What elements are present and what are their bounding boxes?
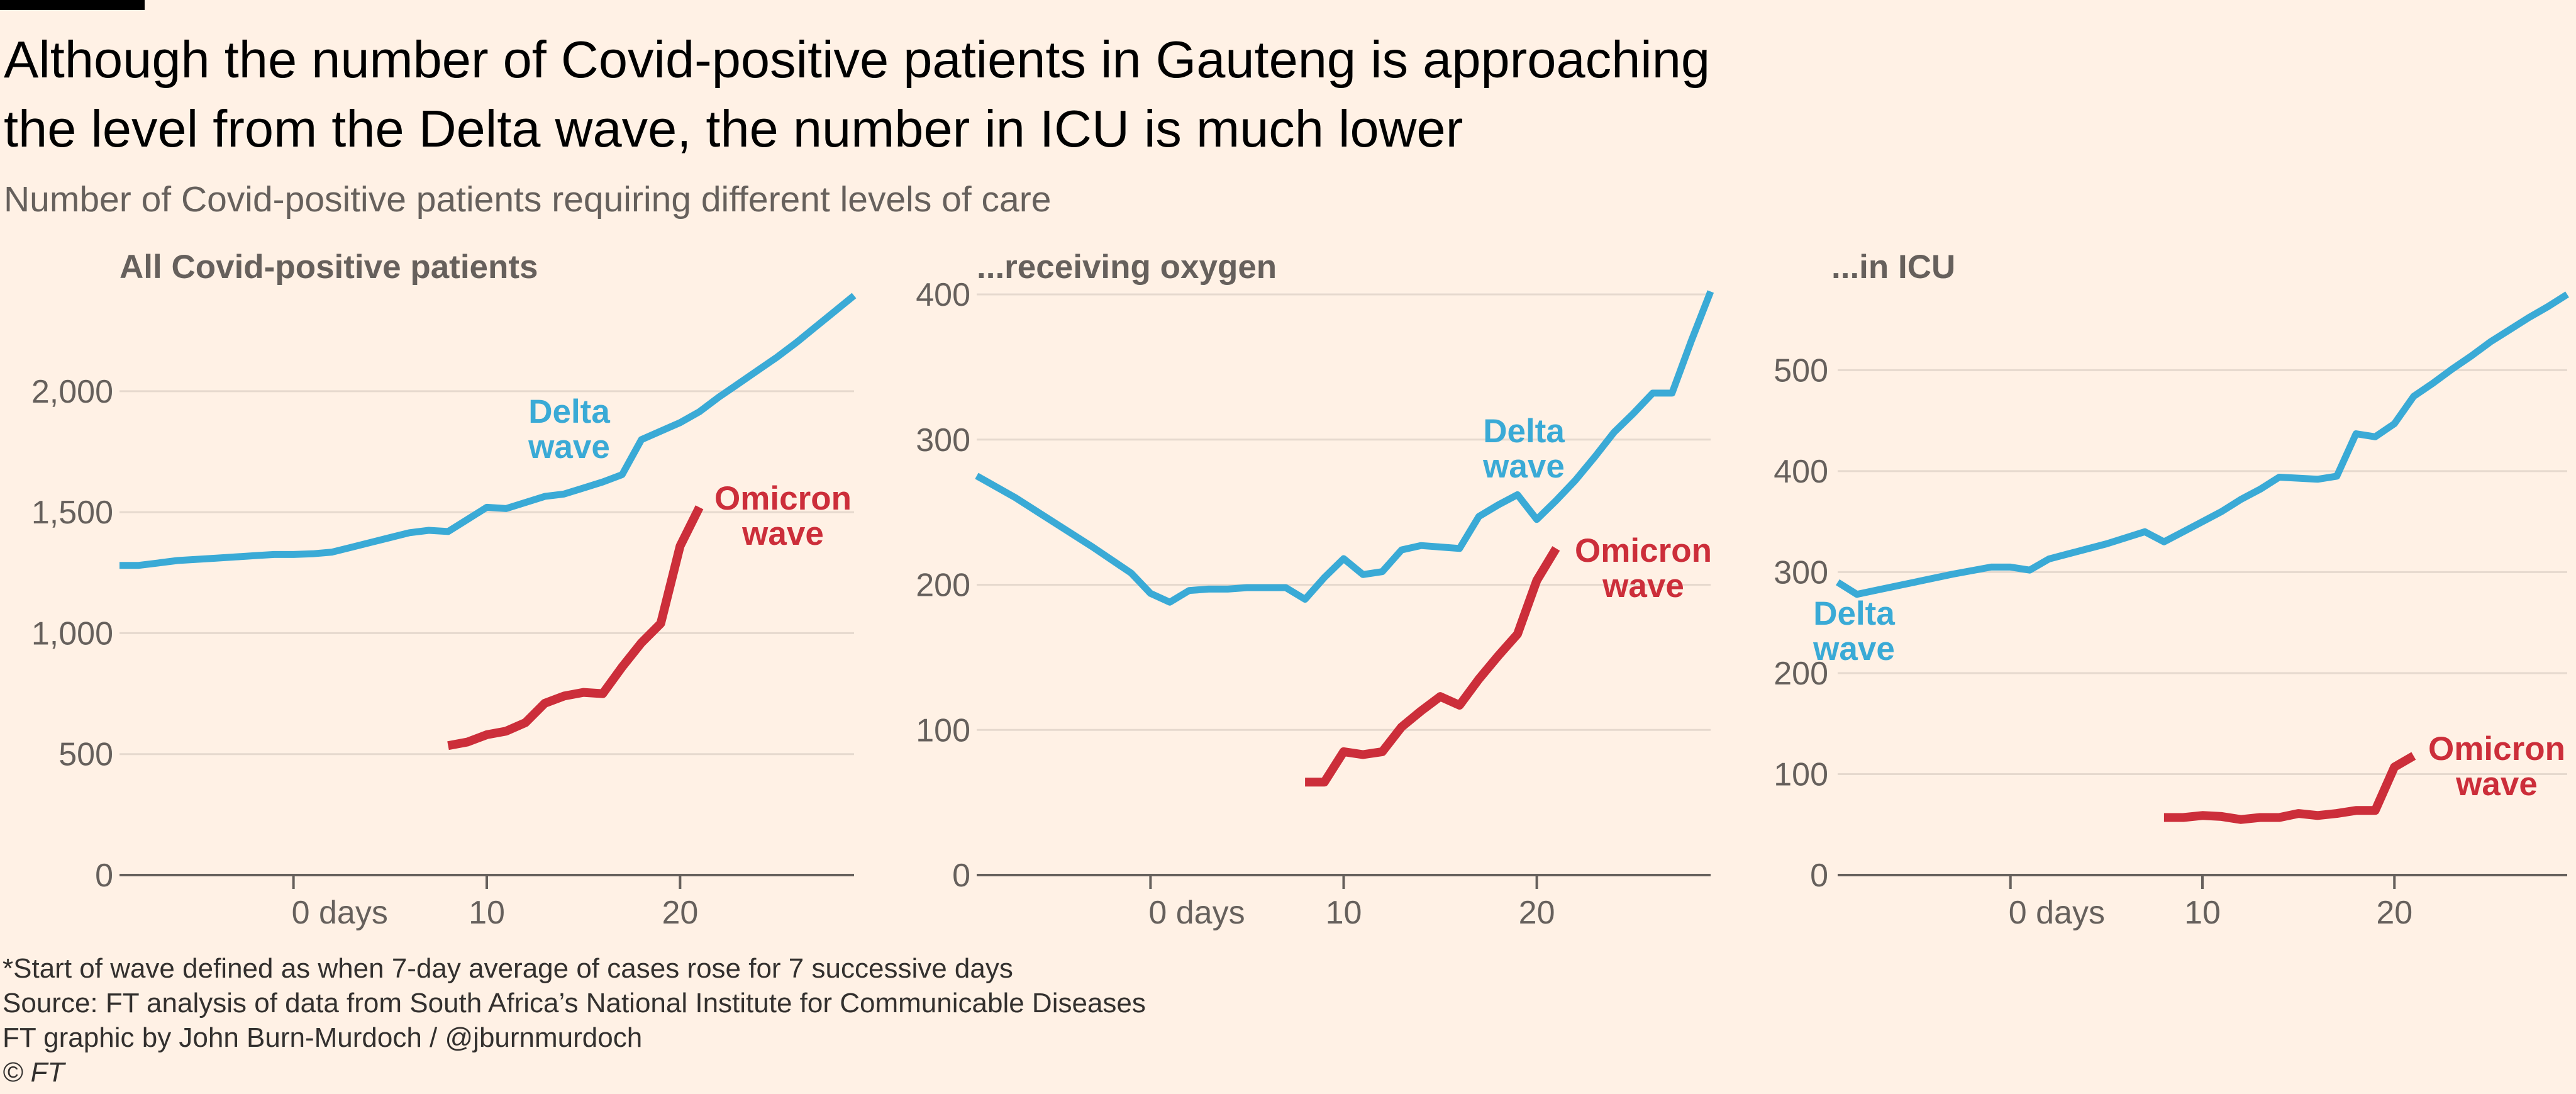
footnote: *Start of wave defined as when 7-day ave… [3, 953, 1013, 984]
omicron-wave-label: Omicron [1575, 532, 1712, 569]
y-tick-label: 400 [916, 277, 970, 313]
y-tick-label: 200 [1774, 656, 1828, 692]
y-tick-label: 500 [58, 737, 113, 773]
delta-wave-label: wave [528, 428, 610, 466]
panel-title: ...receiving oxygen [977, 248, 1277, 286]
source-line: Source: FT analysis of data from South A… [3, 988, 1146, 1019]
y-tick-label: 1,500 [31, 494, 113, 531]
y-tick-label: 300 [916, 422, 970, 459]
small-multiples-chart: All Covid-positive patients 0 500 1,000 1,50… [31, 248, 2569, 931]
x-tick-label: 10 [1326, 895, 1362, 931]
x-tick-label: 20 [662, 895, 698, 931]
chart-panel-3: ...in ICU 0 100 200 300 400 500 0 days 10 20 Delta… [1774, 248, 2569, 931]
omicron-wave-label: wave [741, 515, 824, 552]
omicron-wave-line [447, 505, 704, 751]
x-tick-label: 20 [1519, 895, 1555, 931]
x-tick-label: 10 [2184, 895, 2221, 931]
panel-title: ...in ICU [1831, 248, 1955, 286]
brand-bar [0, 0, 145, 10]
chart-panel-2: ...receiving oxygen 0 100 200 300 400 0 days 10… [916, 248, 1714, 931]
delta-wave-label: Delta [1483, 413, 1565, 450]
y-tick-label: 1,000 [31, 615, 113, 652]
y-tick-label: 0 [95, 857, 113, 894]
x-tick-label: 0 days [292, 895, 388, 931]
delta-wave-label: Delta [528, 393, 610, 430]
credit-line: FT graphic by John Burn-Murdoch / @jburn… [3, 1022, 643, 1053]
delta-wave-label: Delta [1813, 595, 1895, 632]
chart-subtitle: Number of Covid-positive patients requir… [4, 179, 1052, 220]
x-tick-label: 0 days [2009, 895, 2105, 931]
omicron-wave-line [2163, 752, 2416, 824]
delta-wave-line [1836, 291, 2569, 598]
y-tick-label: 2,000 [31, 374, 113, 410]
chart-title: Although the number of Covid-positive pa… [4, 30, 1711, 158]
omicron-wave-label: Omicron [2428, 730, 2565, 767]
x-tick-label: 0 days [1148, 895, 1245, 931]
y-tick-label: 300 [1774, 554, 1828, 591]
delta-wave-line [975, 290, 1714, 606]
y-tick-label: 400 [1774, 454, 1828, 490]
delta-wave-label: wave [1813, 630, 1895, 667]
omicron-wave-label: wave [1602, 567, 1684, 605]
chart-panel-1: All Covid-positive patients 0 500 1,000 1,50… [31, 248, 857, 931]
x-tick-label: 10 [469, 895, 505, 931]
delta-wave-label: wave [1482, 448, 1565, 485]
panel-title: All Covid-positive patients [119, 248, 538, 286]
y-tick-label: 500 [1774, 352, 1828, 389]
y-tick-label: 0 [1810, 857, 1828, 894]
y-tick-label: 0 [952, 857, 970, 894]
copyright: © FT [3, 1057, 65, 1088]
y-tick-label: 100 [916, 712, 970, 749]
y-tick-label: 200 [916, 567, 970, 604]
y-tick-label: 100 [1774, 756, 1828, 793]
x-tick-label: 20 [2376, 895, 2412, 931]
omicron-wave-label: Omicron [714, 480, 852, 517]
delta-wave-line [119, 293, 857, 569]
omicron-wave-label: wave [2455, 766, 2538, 803]
omicron-wave-line [1305, 546, 1560, 787]
footer: *Start of wave defined as when 7-day ave… [3, 951, 1146, 1090]
